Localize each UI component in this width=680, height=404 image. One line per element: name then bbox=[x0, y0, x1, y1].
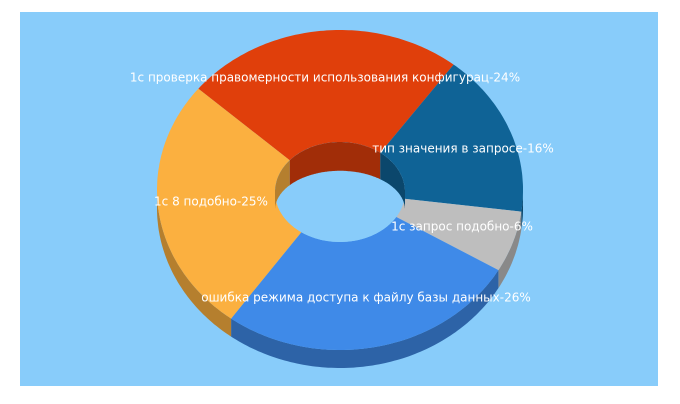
donut bbox=[157, 30, 523, 368]
slice bbox=[380, 64, 523, 212]
slice-side bbox=[157, 190, 232, 337]
slice bbox=[157, 88, 302, 319]
data-label: ошибка режима доступа к файлу базы данны… bbox=[201, 291, 531, 305]
slice-side bbox=[498, 211, 522, 289]
data-label: 1c 8 подобно-25% bbox=[154, 195, 268, 209]
slice bbox=[231, 217, 499, 350]
slice-side bbox=[521, 190, 523, 230]
data-label: 1c запрос подобно-6% bbox=[391, 220, 533, 234]
slice-inner-side bbox=[275, 160, 290, 210]
data-label: 1c проверка правомерности использования … bbox=[130, 71, 520, 85]
slice-side bbox=[231, 270, 499, 368]
slice-inner-side bbox=[289, 142, 381, 186]
slice bbox=[198, 30, 454, 161]
slice bbox=[396, 198, 522, 271]
slice-inner-side bbox=[380, 152, 405, 210]
data-label: тип значения в запросе-16% bbox=[372, 142, 554, 156]
labels: 1c проверка правомерности использования … bbox=[130, 71, 554, 305]
